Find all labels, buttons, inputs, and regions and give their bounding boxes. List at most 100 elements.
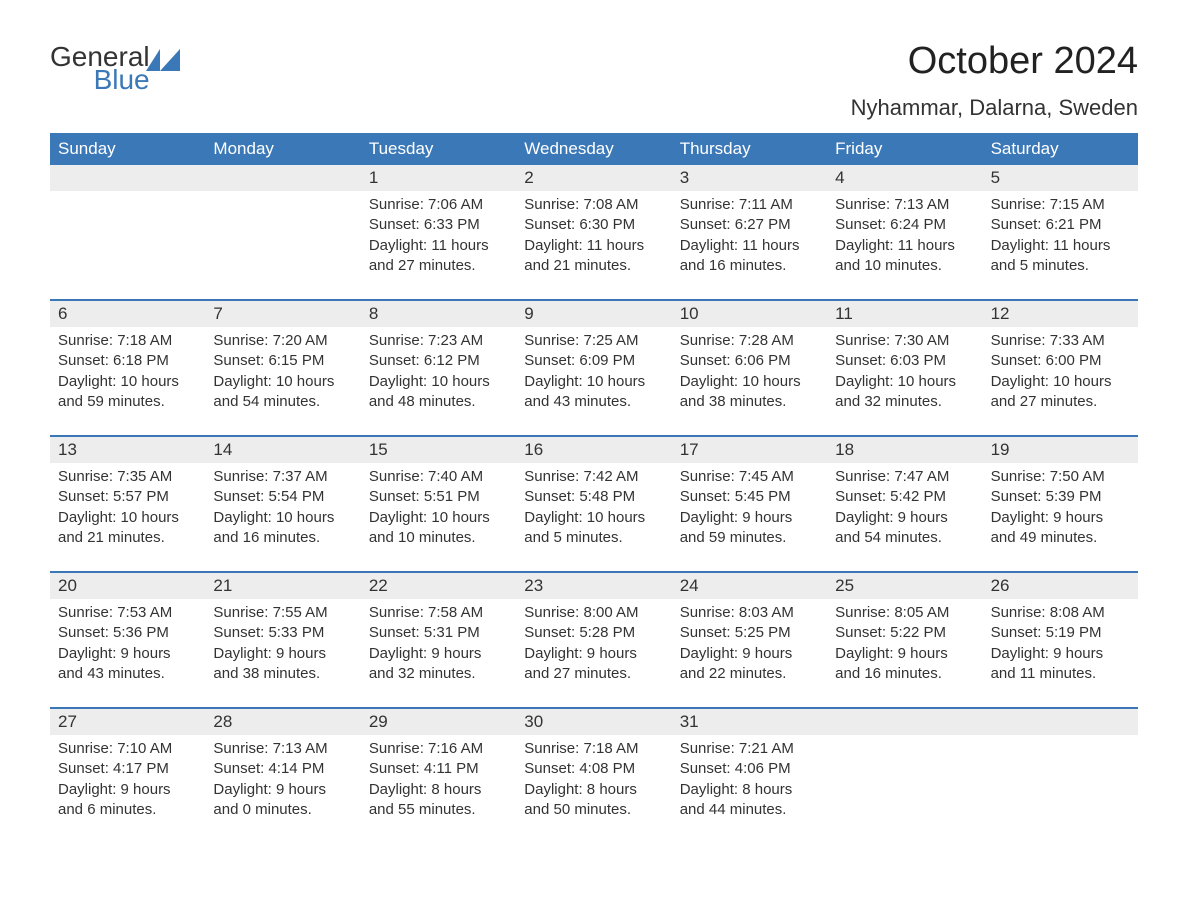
sunset-text: Sunset: 5:51 PM xyxy=(369,487,508,507)
daylight-text: Daylight: 9 hours and 49 minutes. xyxy=(991,508,1130,549)
daylight-text: Daylight: 10 hours and 54 minutes. xyxy=(213,372,352,413)
day-content: Sunrise: 7:37 AMSunset: 5:54 PMDaylight:… xyxy=(205,463,360,552)
calendar: Sunday Monday Tuesday Wednesday Thursday… xyxy=(50,133,1138,829)
sunset-text: Sunset: 6:15 PM xyxy=(213,351,352,371)
sunrise-text: Sunrise: 7:30 AM xyxy=(835,331,974,351)
daylight-text: Daylight: 11 hours and 16 minutes. xyxy=(680,236,819,277)
day-content: Sunrise: 7:55 AMSunset: 5:33 PMDaylight:… xyxy=(205,599,360,688)
day-content: Sunrise: 7:18 AMSunset: 4:08 PMDaylight:… xyxy=(516,735,671,824)
day-number: 18 xyxy=(827,437,982,463)
day-content: Sunrise: 7:35 AMSunset: 5:57 PMDaylight:… xyxy=(50,463,205,552)
weekday-label: Thursday xyxy=(672,133,827,165)
weekday-label: Tuesday xyxy=(361,133,516,165)
day-cell: 20Sunrise: 7:53 AMSunset: 5:36 PMDayligh… xyxy=(50,573,205,693)
sunset-text: Sunset: 5:28 PM xyxy=(524,623,663,643)
day-cell: 31Sunrise: 7:21 AMSunset: 4:06 PMDayligh… xyxy=(672,709,827,829)
day-cell: 22Sunrise: 7:58 AMSunset: 5:31 PMDayligh… xyxy=(361,573,516,693)
day-content: Sunrise: 7:21 AMSunset: 4:06 PMDaylight:… xyxy=(672,735,827,824)
sunrise-text: Sunrise: 7:20 AM xyxy=(213,331,352,351)
sunrise-text: Sunrise: 7:55 AM xyxy=(213,603,352,623)
day-cell: 5Sunrise: 7:15 AMSunset: 6:21 PMDaylight… xyxy=(983,165,1138,285)
daylight-text: Daylight: 9 hours and 16 minutes. xyxy=(835,644,974,685)
day-cell: 3Sunrise: 7:11 AMSunset: 6:27 PMDaylight… xyxy=(672,165,827,285)
daylight-text: Daylight: 11 hours and 21 minutes. xyxy=(524,236,663,277)
title-block: October 2024 Nyhammar, Dalarna, Sweden xyxy=(851,40,1138,121)
day-number: 19 xyxy=(983,437,1138,463)
sunrise-text: Sunrise: 7:13 AM xyxy=(213,739,352,759)
day-content: Sunrise: 7:28 AMSunset: 6:06 PMDaylight:… xyxy=(672,327,827,416)
day-number: 22 xyxy=(361,573,516,599)
sunrise-text: Sunrise: 7:45 AM xyxy=(680,467,819,487)
day-cell: 6Sunrise: 7:18 AMSunset: 6:18 PMDaylight… xyxy=(50,301,205,421)
sunset-text: Sunset: 5:45 PM xyxy=(680,487,819,507)
sunrise-text: Sunrise: 7:35 AM xyxy=(58,467,197,487)
day-cell: 26Sunrise: 8:08 AMSunset: 5:19 PMDayligh… xyxy=(983,573,1138,693)
day-cell xyxy=(827,709,982,829)
weekday-label: Wednesday xyxy=(516,133,671,165)
day-content: Sunrise: 8:03 AMSunset: 5:25 PMDaylight:… xyxy=(672,599,827,688)
day-cell xyxy=(983,709,1138,829)
sunset-text: Sunset: 5:48 PM xyxy=(524,487,663,507)
daylight-text: Daylight: 8 hours and 44 minutes. xyxy=(680,780,819,821)
sunrise-text: Sunrise: 7:11 AM xyxy=(680,195,819,215)
day-content: Sunrise: 7:16 AMSunset: 4:11 PMDaylight:… xyxy=(361,735,516,824)
daylight-text: Daylight: 10 hours and 38 minutes. xyxy=(680,372,819,413)
day-content: Sunrise: 7:08 AMSunset: 6:30 PMDaylight:… xyxy=(516,191,671,280)
location-text: Nyhammar, Dalarna, Sweden xyxy=(851,95,1138,121)
sunrise-text: Sunrise: 7:23 AM xyxy=(369,331,508,351)
daylight-text: Daylight: 11 hours and 27 minutes. xyxy=(369,236,508,277)
week-row: 1Sunrise: 7:06 AMSunset: 6:33 PMDaylight… xyxy=(50,165,1138,285)
day-content: Sunrise: 7:15 AMSunset: 6:21 PMDaylight:… xyxy=(983,191,1138,280)
day-cell: 30Sunrise: 7:18 AMSunset: 4:08 PMDayligh… xyxy=(516,709,671,829)
sunset-text: Sunset: 6:33 PM xyxy=(369,215,508,235)
sunset-text: Sunset: 5:25 PM xyxy=(680,623,819,643)
day-number xyxy=(983,709,1138,735)
sunrise-text: Sunrise: 8:08 AM xyxy=(991,603,1130,623)
day-number: 7 xyxy=(205,301,360,327)
day-number: 12 xyxy=(983,301,1138,327)
day-number xyxy=(827,709,982,735)
day-number: 2 xyxy=(516,165,671,191)
daylight-text: Daylight: 10 hours and 5 minutes. xyxy=(524,508,663,549)
day-cell: 2Sunrise: 7:08 AMSunset: 6:30 PMDaylight… xyxy=(516,165,671,285)
sunrise-text: Sunrise: 7:08 AM xyxy=(524,195,663,215)
day-content: Sunrise: 7:40 AMSunset: 5:51 PMDaylight:… xyxy=(361,463,516,552)
sunrise-text: Sunrise: 7:10 AM xyxy=(58,739,197,759)
day-cell: 29Sunrise: 7:16 AMSunset: 4:11 PMDayligh… xyxy=(361,709,516,829)
day-number: 21 xyxy=(205,573,360,599)
sunset-text: Sunset: 4:06 PM xyxy=(680,759,819,779)
sunrise-text: Sunrise: 7:37 AM xyxy=(213,467,352,487)
sunset-text: Sunset: 4:14 PM xyxy=(213,759,352,779)
day-cell: 4Sunrise: 7:13 AMSunset: 6:24 PMDaylight… xyxy=(827,165,982,285)
sunset-text: Sunset: 4:08 PM xyxy=(524,759,663,779)
day-number: 31 xyxy=(672,709,827,735)
sunrise-text: Sunrise: 8:00 AM xyxy=(524,603,663,623)
day-number: 25 xyxy=(827,573,982,599)
day-cell: 9Sunrise: 7:25 AMSunset: 6:09 PMDaylight… xyxy=(516,301,671,421)
weekday-label: Saturday xyxy=(983,133,1138,165)
day-content: Sunrise: 8:05 AMSunset: 5:22 PMDaylight:… xyxy=(827,599,982,688)
weekday-label: Sunday xyxy=(50,133,205,165)
sunset-text: Sunset: 6:00 PM xyxy=(991,351,1130,371)
day-number: 30 xyxy=(516,709,671,735)
sunset-text: Sunset: 5:36 PM xyxy=(58,623,197,643)
day-content: Sunrise: 7:10 AMSunset: 4:17 PMDaylight:… xyxy=(50,735,205,824)
day-cell: 19Sunrise: 7:50 AMSunset: 5:39 PMDayligh… xyxy=(983,437,1138,557)
weeks-container: 1Sunrise: 7:06 AMSunset: 6:33 PMDaylight… xyxy=(50,165,1138,829)
daylight-text: Daylight: 10 hours and 48 minutes. xyxy=(369,372,508,413)
day-cell: 24Sunrise: 8:03 AMSunset: 5:25 PMDayligh… xyxy=(672,573,827,693)
daylight-text: Daylight: 10 hours and 43 minutes. xyxy=(524,372,663,413)
day-number: 5 xyxy=(983,165,1138,191)
day-cell: 23Sunrise: 8:00 AMSunset: 5:28 PMDayligh… xyxy=(516,573,671,693)
sunrise-text: Sunrise: 7:13 AM xyxy=(835,195,974,215)
day-cell xyxy=(205,165,360,285)
day-number xyxy=(205,165,360,191)
day-content: Sunrise: 7:11 AMSunset: 6:27 PMDaylight:… xyxy=(672,191,827,280)
day-cell: 18Sunrise: 7:47 AMSunset: 5:42 PMDayligh… xyxy=(827,437,982,557)
day-number: 14 xyxy=(205,437,360,463)
sunset-text: Sunset: 6:06 PM xyxy=(680,351,819,371)
day-number: 27 xyxy=(50,709,205,735)
sunrise-text: Sunrise: 7:21 AM xyxy=(680,739,819,759)
day-content: Sunrise: 7:23 AMSunset: 6:12 PMDaylight:… xyxy=(361,327,516,416)
daylight-text: Daylight: 10 hours and 59 minutes. xyxy=(58,372,197,413)
